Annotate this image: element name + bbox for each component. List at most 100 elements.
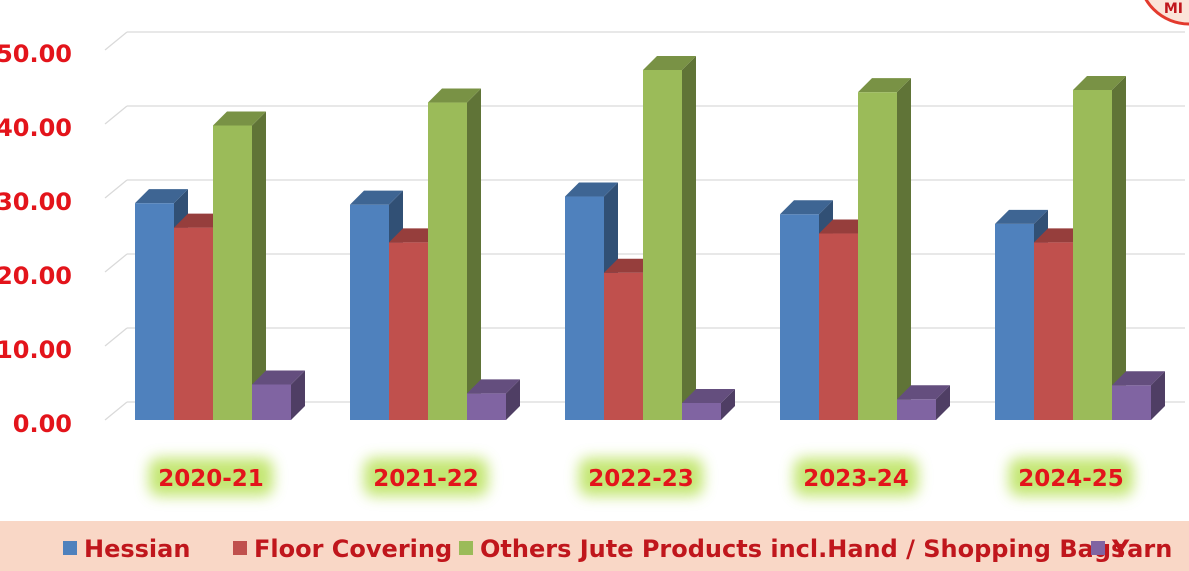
legend-label: Floor Covering	[254, 535, 452, 563]
legend-swatch	[233, 541, 247, 555]
legend-label: Others Jute Products incl.Hand / Shoppin…	[480, 535, 1125, 563]
y-axis-ticks: 0.00 10.00 20.00 30.00 40.00 50.00	[0, 40, 72, 438]
gridline-diag	[104, 31, 128, 51]
bar-front	[467, 393, 506, 420]
bar-side	[1151, 371, 1165, 420]
corner-badge-circle	[1144, 0, 1189, 26]
x-category-glow	[579, 458, 703, 496]
bar-top	[682, 388, 735, 403]
bar	[1112, 371, 1165, 420]
bar-front	[428, 102, 467, 420]
bar-top	[995, 209, 1048, 224]
bar	[682, 388, 735, 420]
x-category-glow	[149, 458, 273, 496]
x-category: 2020-21	[149, 458, 273, 496]
bar-side	[897, 78, 911, 421]
bar-top	[213, 111, 266, 126]
bar-top	[1073, 75, 1126, 90]
corner-badge: MI	[1144, 0, 1189, 26]
x-category-label: 2022-23	[588, 466, 694, 492]
x-category: 2023-24	[794, 458, 918, 496]
bar-front	[252, 384, 291, 420]
bar-group	[135, 111, 305, 420]
bar-side	[936, 385, 950, 420]
bar-top	[1112, 371, 1165, 386]
bar	[467, 379, 520, 420]
legend-swatch	[63, 541, 77, 555]
bar	[213, 111, 266, 420]
legend-label: Hessian	[84, 535, 190, 563]
x-category-label: 2024-25	[1018, 466, 1124, 492]
bar	[252, 370, 305, 420]
gridline-diag	[104, 327, 128, 347]
bar-front	[780, 214, 819, 420]
bar-front	[643, 69, 682, 420]
legend-label: Yarn	[1111, 535, 1172, 563]
legend-item: Yarn	[1091, 535, 1172, 563]
bar-group	[995, 75, 1165, 421]
bar-front	[604, 272, 643, 420]
bar-side	[467, 88, 481, 420]
x-category-label: 2021-22	[373, 466, 479, 492]
y-tick-label: 0.00	[13, 410, 72, 438]
bar-top	[643, 55, 696, 70]
gridline-diag	[104, 253, 128, 273]
gridline-diag	[104, 105, 128, 125]
corner-badge-text: MI	[1164, 1, 1183, 17]
x-category-label: 2023-24	[803, 466, 909, 492]
bar-top	[135, 189, 188, 204]
bar	[897, 385, 950, 420]
bar-top	[467, 379, 520, 394]
bar-front	[135, 203, 174, 420]
y-tick-label: 10.00	[0, 336, 72, 364]
bar	[643, 55, 696, 420]
x-category-glow	[1009, 458, 1133, 496]
bar-front	[1073, 89, 1112, 421]
y-tick-label: 40.00	[0, 114, 72, 142]
x-axis-categories: 2020-21 2021-22 2022-23 2023-24 2024-25	[149, 458, 1133, 496]
x-category: 2022-23	[579, 458, 703, 496]
bar-front	[565, 196, 604, 420]
bar-front	[213, 125, 252, 420]
bar-top	[780, 200, 833, 215]
bar-top	[428, 88, 481, 103]
bar-group	[565, 55, 735, 420]
gridline-diag	[104, 401, 128, 421]
y-tick-label: 30.00	[0, 188, 72, 216]
bar-top	[565, 182, 618, 197]
legend-item: Hessian	[63, 535, 190, 563]
x-category-glow	[794, 458, 918, 496]
bar-side	[721, 388, 735, 420]
legend-swatch	[459, 541, 473, 555]
bar	[1073, 75, 1126, 421]
bar-side	[682, 55, 696, 420]
bars	[135, 55, 1165, 421]
bar-front	[858, 92, 897, 421]
legend-swatch	[1091, 541, 1105, 555]
bar-front	[682, 402, 721, 420]
bar-side	[252, 111, 266, 420]
bar-side	[506, 379, 520, 420]
bar-front	[389, 242, 428, 420]
bar-group	[780, 78, 950, 421]
x-category: 2024-25	[1009, 458, 1133, 496]
bar-front	[350, 204, 389, 420]
y-tick-label: 50.00	[0, 40, 72, 68]
bar-front	[819, 233, 858, 420]
bar-front	[995, 223, 1034, 420]
legend-background	[0, 521, 1189, 571]
x-category-glow	[364, 458, 488, 496]
legend-item: Floor Covering	[233, 535, 452, 563]
bar-front	[897, 399, 936, 420]
legend: Hessian Floor Covering Others Jute Product…	[0, 521, 1189, 571]
y-tick-label: 20.00	[0, 262, 72, 290]
bar-side	[1112, 75, 1126, 421]
x-category: 2021-22	[364, 458, 488, 496]
bar	[858, 78, 911, 421]
bar-front	[1112, 385, 1151, 420]
legend-item: Others Jute Products incl.Hand / Shoppin…	[459, 535, 1125, 563]
x-category-label: 2020-21	[158, 466, 264, 492]
bar-top	[252, 370, 305, 385]
